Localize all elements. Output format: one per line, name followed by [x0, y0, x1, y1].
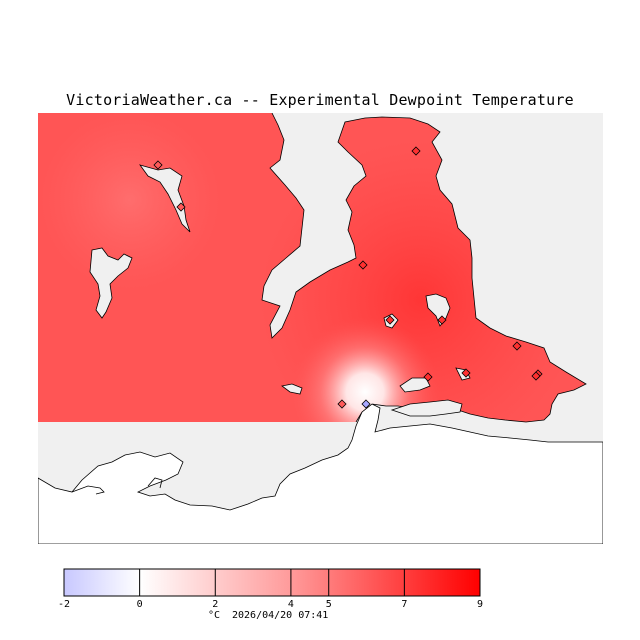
legend-tick-label: 0 — [137, 599, 143, 610]
station-marker — [531, 371, 541, 381]
island-north — [139, 164, 191, 233]
station-markers — [153, 146, 543, 409]
legend-tick-label: 7 — [401, 599, 407, 610]
color-legend: -2 0 2 4 5 7 9 °C 2026/04/20 07:41 — [58, 568, 483, 621]
station-marker — [461, 368, 471, 378]
legend-tick-label: 2 — [212, 599, 218, 610]
legend-timestamp: 2026/04/20 07:41 — [232, 610, 328, 621]
station-marker — [411, 146, 421, 156]
island-west — [89, 247, 133, 319]
legend-tick-label: 4 — [288, 599, 294, 610]
legend-tick-label: 5 — [326, 599, 332, 610]
island-small-3 — [281, 383, 303, 395]
station-marker — [358, 260, 368, 270]
station-marker — [176, 202, 186, 212]
station-marker — [153, 160, 163, 170]
station-marker — [361, 399, 371, 409]
harbour-inlet — [399, 377, 431, 393]
station-marker — [512, 341, 522, 351]
legend-frame — [63, 568, 481, 597]
legend-gradient — [64, 569, 480, 596]
map-title: VictoriaWeather.ca -- Experimental Dewpo… — [66, 91, 574, 109]
station-marker — [423, 372, 433, 382]
legend-tick-label: 9 — [477, 599, 483, 610]
esquimalt-inlet — [390, 399, 463, 417]
station-marker — [385, 315, 395, 325]
coast-inlet — [147, 477, 163, 489]
station-marker — [337, 399, 347, 409]
station-marker — [437, 315, 447, 325]
west-coastline — [261, 113, 587, 423]
coast-spit — [71, 485, 105, 495]
olympic-peninsula — [38, 403, 603, 544]
legend-tick-label: -2 — [58, 599, 70, 610]
legend-unit: °C — [208, 610, 220, 621]
